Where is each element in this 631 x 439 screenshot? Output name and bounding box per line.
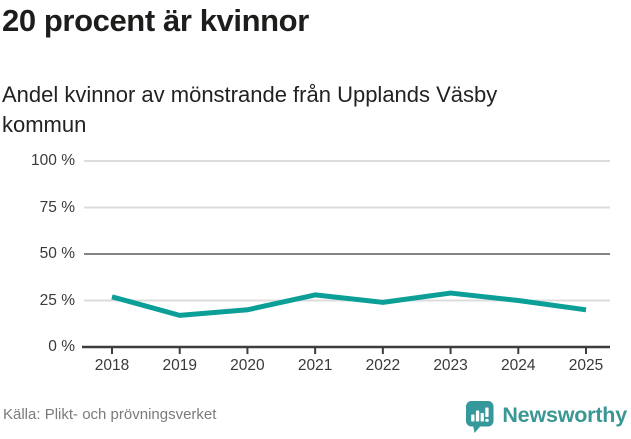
x-tick-label: 2020: [230, 357, 265, 374]
x-tick-label: 2024: [501, 357, 536, 374]
y-tick-label: 0 %: [48, 338, 75, 355]
x-tick-label: 2025: [568, 357, 604, 374]
newsworthy-logo: Newsworthy: [465, 400, 627, 434]
data-line-andel-kvinnor: [111, 290, 587, 318]
y-tick-label: 100 %: [31, 152, 75, 169]
x-tick-label: 2023: [433, 357, 468, 374]
x-tick-label: 2019: [162, 357, 197, 374]
y-tick-label: 75 %: [39, 198, 75, 216]
x-tick-label: 2018: [94, 357, 130, 374]
x-tick-label: 2022: [365, 357, 401, 374]
y-tick-label: 25 %: [39, 291, 75, 309]
newsworthy-wordmark: Newsworthy: [502, 402, 627, 427]
y-tick-label: 50 %: [39, 245, 75, 262]
x-tick-label: 2021: [297, 357, 333, 374]
newsworthy-speech-bubble-icon: [466, 401, 494, 433]
chart-subtitle: Andel kvinnor av mönstrande från Uppland…: [2, 82, 498, 137]
source-note: Källa: Plikt- och prövningsverket: [3, 406, 217, 423]
chart-title: 20 procent är kvinnor: [2, 3, 309, 38]
